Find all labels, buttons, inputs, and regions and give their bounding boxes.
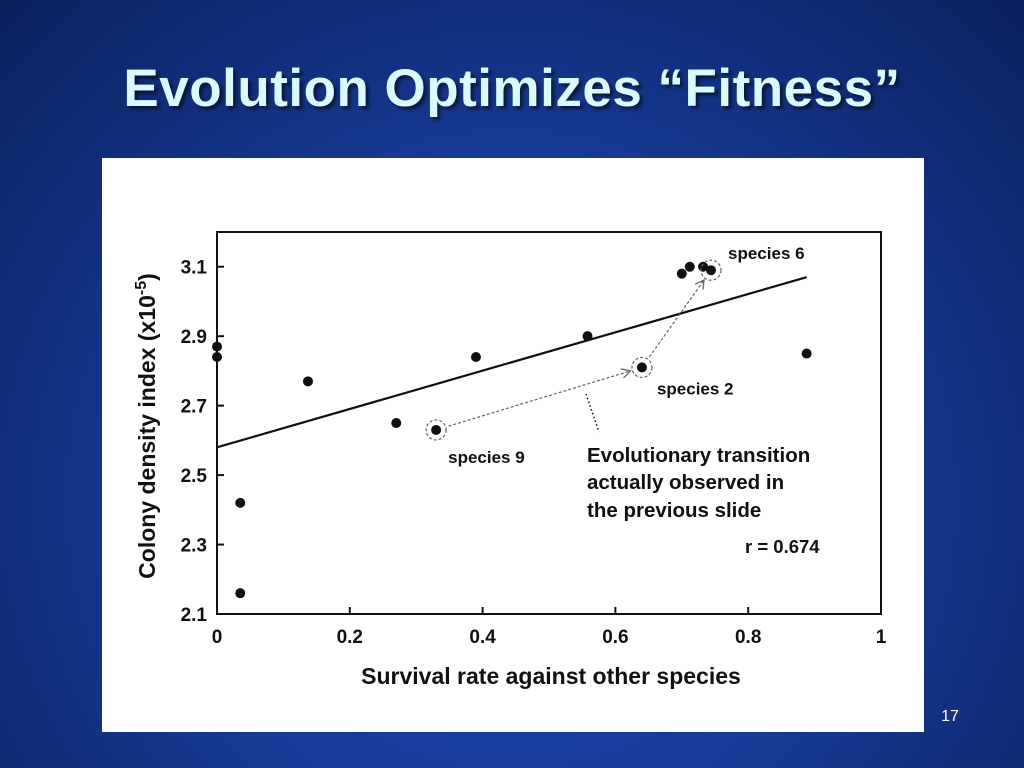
slide-title: Evolution Optimizes “Fitness” — [123, 59, 901, 118]
data-point — [431, 424, 442, 435]
highlighted-species: species 9 species 2 species 6 — [425, 244, 805, 467]
regression-line — [216, 276, 807, 449]
data-point — [391, 418, 402, 428]
y-tick-label: 2.9 — [181, 327, 207, 348]
y-axis-label-close: ) — [134, 273, 160, 281]
transition-arrows — [448, 281, 704, 427]
x-tick-label: 0.8 — [735, 627, 761, 648]
species-label: species 9 — [448, 448, 525, 467]
data-points — [212, 261, 812, 599]
figure-panel: 0 0.2 0.4 0.6 0.8 1 2.1 2.3 2.5 2.7 2.9 3.1 species… — [102, 158, 924, 732]
data-point — [470, 352, 481, 363]
data-point — [706, 265, 717, 276]
page-number: 17 — [941, 708, 959, 725]
highlight-ring — [631, 356, 653, 379]
data-point — [636, 362, 647, 373]
highlight-ring — [425, 419, 447, 441]
annotation-leader-dotted — [585, 393, 600, 433]
annotation-line-1: Evolutionary transition — [587, 444, 810, 467]
regression-line-layer — [216, 276, 807, 449]
y-tick-label: 3.1 — [181, 258, 208, 279]
species-label: species 2 — [657, 379, 734, 398]
data-point — [235, 497, 246, 508]
y-tick-label: 2.3 — [181, 536, 207, 557]
data-point — [582, 331, 593, 342]
annotation-line-3: the previous slide — [587, 499, 761, 522]
transition-arrow — [448, 371, 630, 427]
evolution-annotation: Evolutionary transition actually observe… — [585, 393, 810, 522]
axis-ticks: 0 0.2 0.4 0.6 0.8 1 2.1 2.3 2.5 2.7 2.9 3.1 — [181, 258, 887, 648]
x-tick-label: 0.2 — [337, 627, 363, 648]
x-tick-label: 0 — [212, 627, 223, 648]
y-tick-label: 2.7 — [181, 397, 207, 418]
correlation-r-value: r = 0.674 — [745, 536, 820, 557]
annotation-line-2: actually observed in — [587, 471, 784, 494]
x-axis-label: Survival rate against other species — [361, 663, 741, 689]
scatter-chart: 0 0.2 0.4 0.6 0.8 1 2.1 2.3 2.5 2.7 2.9 3.1 species… — [133, 231, 887, 689]
x-tick-label: 0.4 — [469, 627, 496, 648]
species-label: species 6 — [728, 244, 805, 263]
y-axis-label: Colony density index (x10-5) — [133, 273, 160, 579]
y-axis-label-main: Colony density index (x10 — [134, 295, 160, 579]
y-tick-label: 2.5 — [181, 466, 208, 487]
y-tick-label: 2.1 — [181, 605, 208, 626]
data-point — [212, 341, 222, 352]
plot-area-frame — [216, 231, 882, 615]
x-tick-label: 0.6 — [602, 627, 628, 648]
x-tick-label: 1 — [876, 627, 887, 648]
data-point — [684, 261, 695, 272]
data-point — [676, 268, 687, 279]
data-point — [235, 588, 246, 599]
data-point — [212, 352, 222, 363]
data-point — [302, 376, 313, 387]
y-axis-label-exponent: -5 — [133, 281, 150, 295]
highlight-ring — [700, 259, 722, 281]
data-point — [801, 348, 812, 359]
transition-arrow — [648, 281, 703, 358]
